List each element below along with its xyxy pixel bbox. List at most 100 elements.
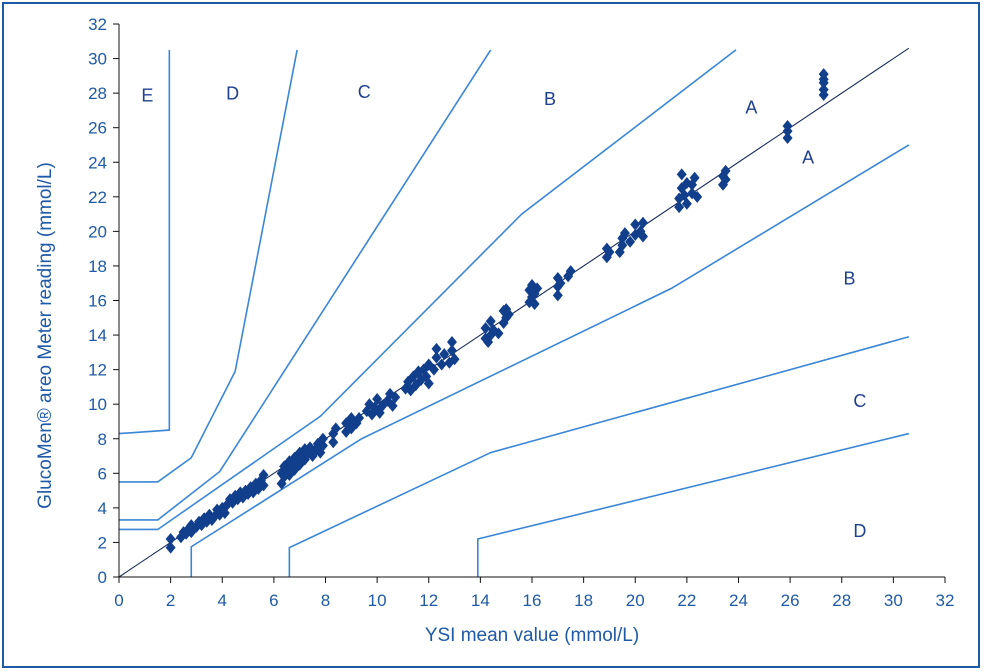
data-point — [372, 393, 383, 406]
data-point — [449, 353, 460, 366]
x-tick-label: 0 — [114, 591, 123, 610]
data-point — [446, 335, 457, 348]
data-point — [818, 83, 829, 96]
data-point — [555, 277, 566, 290]
x-tick-label: 32 — [936, 591, 955, 610]
zone-label: B — [544, 89, 556, 109]
zone-boundary-line — [118, 49, 171, 435]
x-tick-label: 26 — [781, 591, 800, 610]
zone-boundary-line — [190, 144, 910, 577]
data-point — [431, 351, 442, 364]
data-point — [625, 235, 636, 248]
y-tick-label: 6 — [98, 464, 107, 483]
y-tick-label: 2 — [98, 533, 107, 552]
data-point — [720, 164, 731, 177]
data-points — [165, 68, 829, 554]
y-tick-label: 24 — [88, 153, 107, 172]
zone-label: D — [853, 521, 866, 541]
axes: 0 2 4 6 8 10 12 14 16 18 20 22 24 26 28 30 3202468101214… — [88, 15, 954, 610]
data-point — [529, 297, 540, 310]
zone-boundary-line — [119, 49, 492, 521]
data-point — [439, 348, 450, 361]
data-point — [317, 439, 328, 452]
x-tick-label: 18 — [574, 591, 593, 610]
data-point — [428, 363, 439, 376]
data-point — [637, 216, 648, 229]
data-point — [604, 246, 615, 259]
data-point — [552, 289, 563, 302]
y-tick-label: 22 — [88, 188, 107, 207]
data-point — [480, 322, 491, 335]
data-point — [617, 239, 628, 252]
y-tick-label: 16 — [88, 292, 107, 311]
data-point — [689, 171, 700, 184]
data-point — [354, 412, 365, 425]
x-tick-label: 22 — [677, 591, 696, 610]
data-point — [630, 218, 641, 231]
zone-label: E — [141, 85, 153, 105]
x-tick-label: 16 — [523, 591, 542, 610]
y-tick-label: 26 — [88, 119, 107, 138]
zone-boundary-line — [119, 49, 298, 483]
y-tick-label: 18 — [88, 257, 107, 276]
y-tick-label: 10 — [88, 395, 107, 414]
y-tick-label: 32 — [88, 15, 107, 34]
zone-label: A — [745, 97, 757, 117]
data-point — [619, 227, 630, 240]
data-point — [637, 230, 648, 243]
zone-boundary-line — [288, 336, 910, 577]
y-tick-label: 28 — [88, 84, 107, 103]
data-point — [165, 532, 176, 545]
data-point — [692, 190, 703, 203]
data-point — [165, 541, 176, 554]
x-tick-label: 24 — [729, 591, 748, 610]
x-tick-label: 14 — [471, 591, 490, 610]
zone-boundary-line — [476, 432, 910, 577]
data-point — [532, 282, 543, 295]
zone-label: C — [853, 391, 866, 411]
data-point — [818, 68, 829, 81]
data-point — [676, 168, 687, 181]
x-tick-label: 12 — [419, 591, 438, 610]
x-tick-label: 8 — [321, 591, 330, 610]
x-tick-label: 6 — [269, 591, 278, 610]
zone-label: A — [802, 148, 814, 168]
data-point — [330, 422, 341, 435]
zone-label: B — [843, 269, 855, 289]
zone-label: D — [226, 84, 239, 104]
data-point — [493, 327, 504, 340]
data-point — [258, 479, 269, 492]
data-point — [317, 432, 328, 445]
data-point — [390, 391, 401, 404]
data-point — [565, 265, 576, 278]
data-point — [674, 201, 685, 214]
x-tick-label: 2 — [166, 591, 175, 610]
y-tick-label: 0 — [98, 568, 107, 587]
y-tick-label: 14 — [88, 326, 107, 345]
data-point — [681, 197, 692, 210]
x-tick-label: 30 — [884, 591, 903, 610]
y-tick-label: 4 — [98, 499, 107, 518]
data-point — [782, 119, 793, 132]
x-tick-label: 20 — [626, 591, 645, 610]
x-axis-title: YSI mean value (mmol/L) — [425, 625, 639, 646]
x-tick-label: 4 — [218, 591, 227, 610]
y-tick-label: 8 — [98, 430, 107, 449]
data-point — [720, 173, 731, 186]
data-point — [436, 358, 447, 371]
data-point — [782, 132, 793, 145]
zone-label: C — [358, 82, 371, 102]
zone-boundary-line — [119, 49, 737, 531]
x-tick-label: 10 — [368, 591, 387, 610]
y-tick-label: 30 — [88, 50, 107, 69]
zone-boundary-lines — [118, 49, 910, 577]
data-point — [258, 469, 269, 482]
data-point — [423, 377, 434, 390]
x-tick-label: 28 — [832, 591, 851, 610]
y-tick-label: 20 — [88, 222, 107, 241]
data-point — [431, 342, 442, 355]
data-point — [328, 436, 339, 449]
data-point — [503, 308, 514, 321]
